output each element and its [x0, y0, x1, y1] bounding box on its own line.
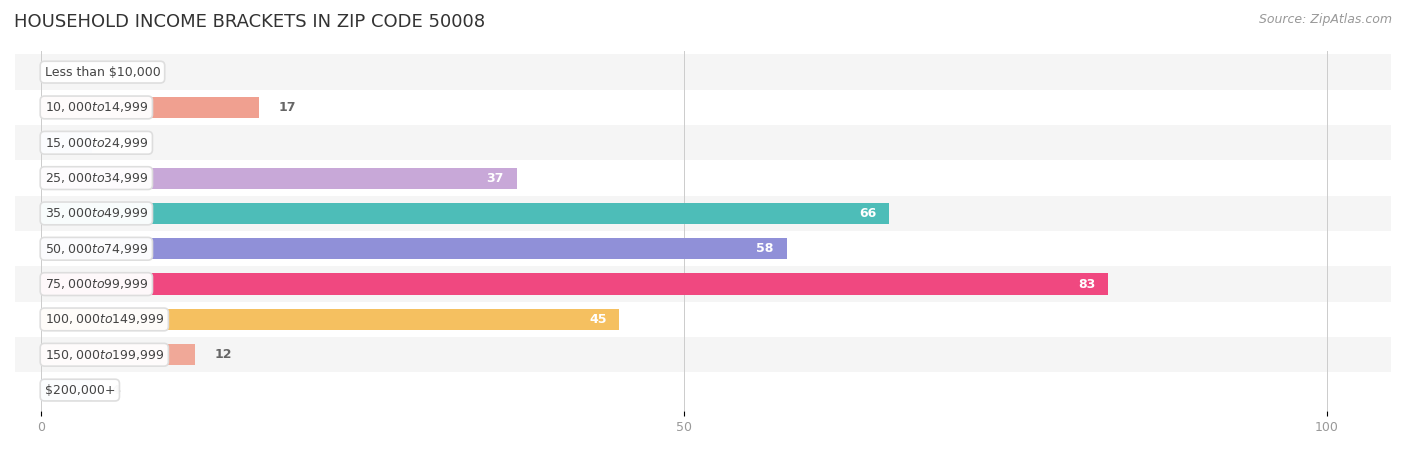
Text: $25,000 to $34,999: $25,000 to $34,999 [45, 171, 148, 185]
Bar [41, 379, 93, 401]
Bar [0, 372, 1406, 408]
Text: $200,000+: $200,000+ [45, 383, 115, 396]
Bar [41, 344, 195, 365]
Text: $75,000 to $99,999: $75,000 to $99,999 [45, 277, 148, 291]
Text: 4: 4 [111, 136, 120, 149]
Bar [41, 309, 620, 330]
Bar [41, 273, 1108, 295]
Text: $10,000 to $14,999: $10,000 to $14,999 [45, 101, 148, 114]
Bar [0, 196, 1406, 231]
Text: $15,000 to $24,999: $15,000 to $24,999 [45, 136, 148, 150]
Text: 12: 12 [214, 348, 232, 361]
Bar [41, 97, 259, 118]
Bar [41, 203, 890, 224]
Text: 66: 66 [859, 207, 876, 220]
Bar [0, 231, 1406, 266]
Text: $50,000 to $74,999: $50,000 to $74,999 [45, 242, 148, 256]
Bar [0, 90, 1406, 125]
Text: $35,000 to $49,999: $35,000 to $49,999 [45, 207, 148, 220]
Text: 58: 58 [756, 242, 773, 255]
Text: 83: 83 [1078, 277, 1095, 291]
Text: 37: 37 [486, 172, 503, 185]
Bar [0, 337, 1406, 372]
Text: Source: ZipAtlas.com: Source: ZipAtlas.com [1258, 13, 1392, 26]
Bar [41, 132, 93, 154]
Bar [0, 160, 1406, 196]
Bar [0, 125, 1406, 160]
Text: $100,000 to $149,999: $100,000 to $149,999 [45, 313, 165, 326]
Bar [0, 266, 1406, 302]
Text: HOUSEHOLD INCOME BRACKETS IN ZIP CODE 50008: HOUSEHOLD INCOME BRACKETS IN ZIP CODE 50… [14, 13, 485, 31]
Text: 45: 45 [589, 313, 606, 326]
Bar [41, 238, 786, 260]
Text: 17: 17 [278, 101, 297, 114]
Text: 0: 0 [60, 66, 69, 79]
Text: Less than $10,000: Less than $10,000 [45, 66, 160, 79]
Text: $150,000 to $199,999: $150,000 to $199,999 [45, 348, 165, 362]
Bar [0, 54, 1406, 90]
Bar [41, 167, 516, 189]
Bar [0, 302, 1406, 337]
Text: 4: 4 [111, 383, 120, 396]
